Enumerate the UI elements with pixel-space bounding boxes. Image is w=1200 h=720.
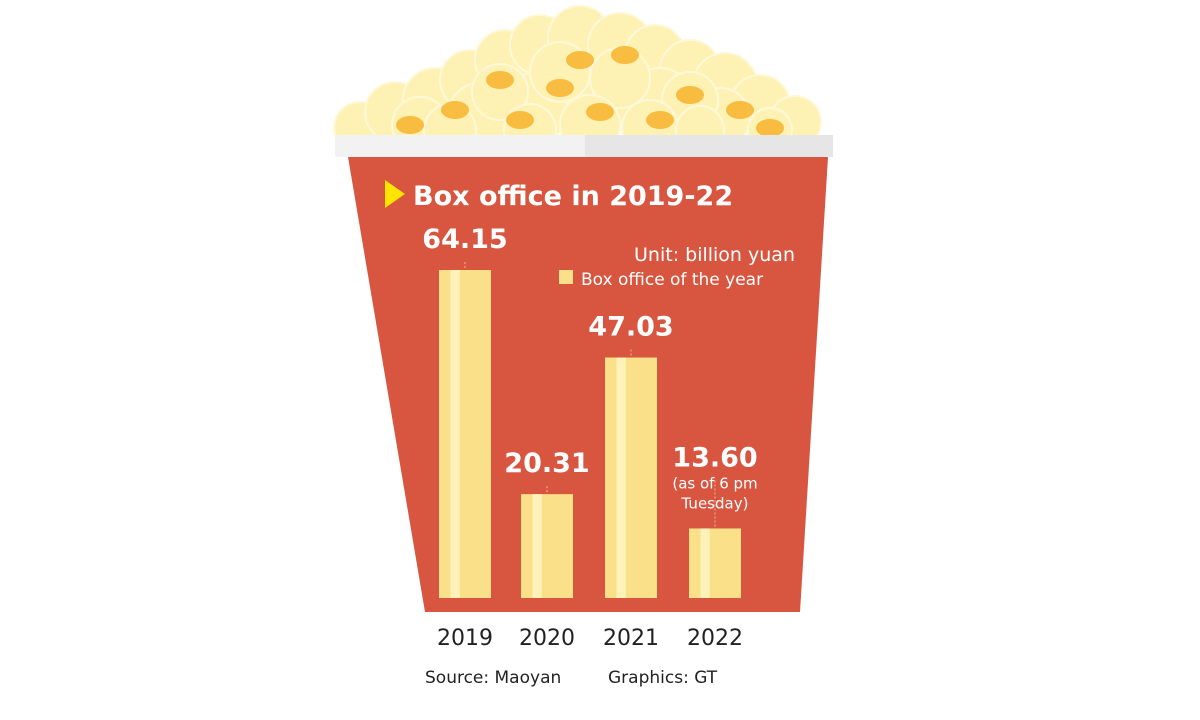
value-annotation: Tuesday) bbox=[681, 494, 749, 512]
chart-title: Box office in 2019-22 bbox=[413, 181, 733, 212]
category-label: 2022 bbox=[687, 626, 743, 651]
unit-label: Unit: billion yuan bbox=[634, 244, 795, 266]
popcorn-kernel bbox=[546, 79, 574, 97]
bars-group: 64.15 2019 20.31 2020 47.03 2021 13.60(as of 6… bbox=[422, 224, 757, 651]
bar-highlight bbox=[700, 528, 710, 598]
graphics-credit: Graphics: GT bbox=[608, 668, 718, 688]
bucket-body bbox=[348, 157, 828, 612]
source-label: Source: Maoyan bbox=[425, 668, 561, 688]
popcorn-illustration bbox=[333, 5, 822, 157]
value-label: 20.31 bbox=[504, 448, 589, 479]
category-label: 2019 bbox=[437, 626, 493, 651]
popcorn-kernel bbox=[486, 71, 514, 89]
bar bbox=[439, 270, 491, 598]
category-label: 2021 bbox=[603, 626, 659, 651]
popcorn-kernel bbox=[646, 111, 674, 129]
popcorn-kernel bbox=[726, 101, 754, 119]
legend-swatch bbox=[559, 270, 573, 284]
popcorn-kernel bbox=[566, 51, 594, 69]
popcorn-kernel bbox=[676, 86, 704, 104]
bar bbox=[605, 357, 657, 598]
value-label: 13.60 bbox=[672, 442, 757, 473]
bar-highlight bbox=[450, 270, 460, 598]
bar bbox=[689, 528, 741, 598]
bar-highlight bbox=[616, 357, 626, 598]
value-label: 47.03 bbox=[588, 312, 673, 343]
bucket-rim-shade bbox=[585, 135, 833, 157]
title-marker-icon bbox=[385, 180, 405, 208]
popcorn-kernel bbox=[611, 46, 639, 64]
popcorn-kernel bbox=[756, 119, 784, 137]
popcorn-puff bbox=[471, 63, 529, 121]
legend-label: Box office of the year bbox=[581, 270, 763, 290]
popcorn-kernel bbox=[396, 116, 424, 134]
bar-highlight bbox=[532, 494, 542, 598]
value-annotation: (as of 6 pm bbox=[672, 474, 757, 492]
popcorn-kernel bbox=[506, 111, 534, 129]
popcorn-kernel bbox=[441, 101, 469, 119]
category-label: 2020 bbox=[519, 626, 575, 651]
popcorn-kernel bbox=[586, 103, 614, 121]
value-label: 64.15 bbox=[422, 224, 507, 255]
bar bbox=[521, 494, 573, 598]
